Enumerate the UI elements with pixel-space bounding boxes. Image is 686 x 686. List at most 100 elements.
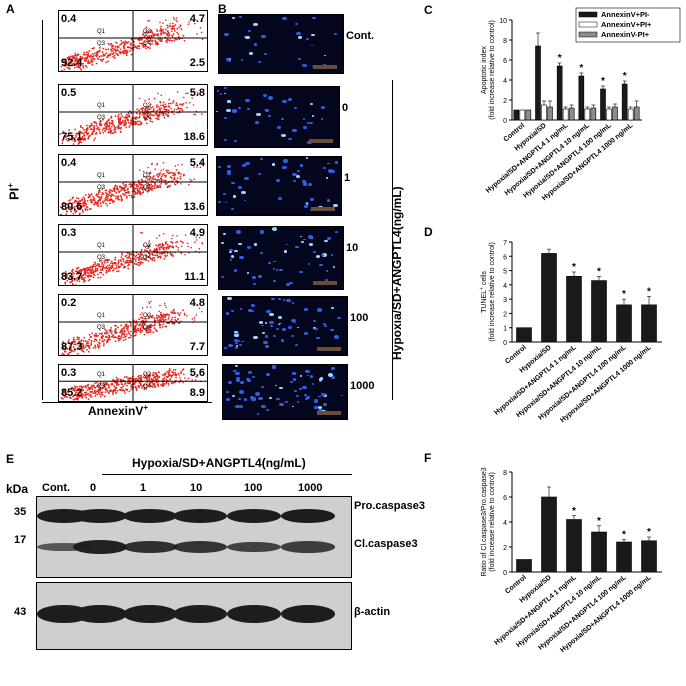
condition-label: 0 [342, 102, 349, 114]
nucleus-dot [296, 170, 301, 173]
nucleus-dot [310, 198, 315, 202]
nucleus-dot [287, 97, 292, 101]
nucleus-dot [235, 369, 238, 372]
nucleus-dot [251, 275, 256, 279]
nucleus-dot [245, 161, 250, 165]
quadrant-value-q4: 8.9 [189, 387, 205, 399]
chart-f-caspase-ratio: F 0 2 4 6 8 Ratio of Cl.caspase3/Pro.caspase3(… [424, 451, 662, 654]
nucleus-dot [261, 331, 265, 334]
y-tick-label: 0 [503, 340, 507, 347]
band-label-cl-caspase3: Cl.caspase3 [354, 538, 418, 550]
nucleus-dot [247, 245, 252, 249]
quadrant-name: Q3 [97, 115, 106, 121]
quadrant-name: Q1 [97, 313, 106, 319]
nucleus-dot [309, 122, 313, 125]
nucleus-dot [299, 375, 303, 378]
nucleus-dot [296, 174, 300, 178]
nucleus-dot [333, 32, 338, 36]
nucleus-dot [319, 263, 324, 267]
nucleus-dot [220, 275, 224, 278]
panel-e-letter: E [6, 452, 15, 466]
nucleus-dot [224, 87, 227, 90]
quadrant-name: Q2 [143, 313, 152, 319]
nucleus-dot [244, 98, 250, 103]
quadrant-name: Q3 [97, 255, 106, 261]
quadrant-value-q3: 87.3 [61, 341, 83, 353]
nucleus-dot [294, 106, 297, 109]
nucleus-dot [281, 328, 286, 331]
nucleus-dot [334, 161, 339, 164]
nucleus-dot [294, 245, 299, 249]
scatter-dots [59, 155, 207, 215]
quadrant-value-q2: 5.8 [189, 87, 205, 99]
nucleus-dot [300, 240, 304, 243]
y-tick-label: 2 [503, 545, 507, 552]
y-tick-label: 4 [503, 520, 507, 527]
nucleus-dot [235, 376, 240, 380]
nucleus-dot [306, 37, 310, 40]
nucleus-dot [330, 253, 334, 256]
nucleus-dot [288, 137, 293, 141]
nucleus-dot [326, 237, 331, 241]
nucleus-dot [263, 340, 269, 345]
band-cl-caspase3 [281, 541, 335, 553]
band-pro-caspase3 [73, 509, 127, 523]
panel-a-x-axis-label: AnnexinV+ [88, 403, 149, 418]
nucleus-dot [273, 335, 276, 337]
nucleus-dot [305, 201, 309, 205]
nucleus-dot [261, 324, 264, 327]
chart-d-tunel-cells: D 0 1 2 3 4 5 6 7 TUNEL+ cells (fold increase rela… [424, 225, 662, 424]
nucleus-dot [239, 15, 242, 18]
nucleus-dot [308, 243, 313, 247]
nucleus-dot [254, 121, 259, 125]
nucleus-dot [334, 230, 339, 233]
flow-plot: 0.2 4.8 87.3 7.7 Q1 Q2 Q3 Q4 [58, 294, 208, 356]
panel-a-y-axis-label: PI+ [6, 183, 22, 200]
nucleus-dot [236, 230, 242, 234]
nucleus-dot [255, 392, 261, 396]
nucleus-dot [225, 201, 228, 204]
blot-caspase3 [36, 496, 352, 578]
nucleus-dot [325, 270, 329, 272]
nucleus-dot [324, 239, 328, 243]
nucleus-dot [234, 140, 237, 142]
scatter-dots [59, 11, 207, 71]
y-tick-label: 3 [503, 297, 507, 304]
panel-a-letter: A [6, 2, 15, 16]
bar [627, 108, 634, 121]
nucleus-dot [231, 309, 235, 313]
quadrant-value-q4: 13.6 [183, 201, 205, 213]
nucleus-dot [302, 180, 306, 183]
panel-letter: C [424, 3, 433, 17]
nucleus-dot [229, 251, 233, 254]
quadrant-name: Q2 [143, 243, 152, 249]
y-axis-label: Apoptotic index [481, 46, 488, 94]
nucleus-dot [282, 17, 287, 21]
nucleus-dot [259, 320, 264, 324]
quadrant-value-q4: 2.5 [189, 57, 205, 69]
nucleus-dot [328, 169, 334, 173]
band-label-beta-actin: β-actin [354, 606, 391, 618]
nucleus-dot [258, 61, 261, 63]
significance-marker: * [647, 286, 651, 297]
bar [633, 106, 640, 121]
condition-label: Cont. [346, 30, 375, 42]
nucleus-dot [238, 340, 241, 342]
quadrant-name: Q3 [97, 185, 106, 191]
quadrant-name: Q4 [143, 325, 152, 331]
nucleus-dot [293, 179, 297, 182]
y-axis-label-rest: cells [481, 271, 488, 287]
nucleus-dot [226, 164, 232, 169]
quadrant-value-q3: 75.1 [61, 131, 83, 143]
nucleus-dot [297, 36, 303, 40]
significance-marker: * [622, 530, 626, 541]
nucleus-dot [236, 344, 239, 347]
nucleus-dot [292, 128, 297, 132]
nucleus-dot [294, 343, 298, 347]
quadrant-value-q1: 0.5 [61, 87, 77, 99]
nucleus-dot [305, 203, 309, 205]
flow-plot: 0.3 5.6 85.2 8.9 Q1 Q2 Q3 Q4 [58, 364, 208, 402]
nucleus-dot [234, 331, 239, 336]
quadrant-name: Q1 [97, 173, 106, 179]
bar [541, 496, 557, 573]
